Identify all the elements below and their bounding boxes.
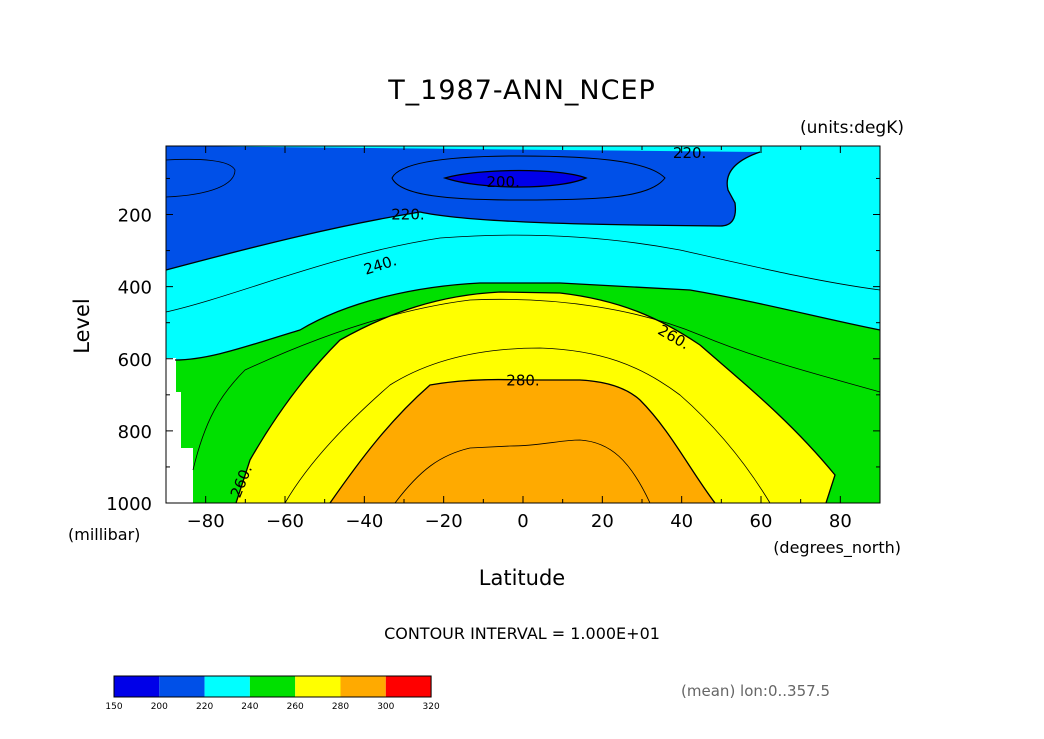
contour-240 <box>174 282 881 361</box>
colorbar-label: 280 <box>332 702 349 712</box>
region-150-200 <box>445 170 586 187</box>
colorbar-label: 200 <box>151 702 168 712</box>
x-tick-label: −40 <box>345 511 383 532</box>
colorbar-label: 220 <box>196 702 213 712</box>
y-axis-title: Level <box>70 298 94 353</box>
contour-260 <box>235 291 836 504</box>
x-tick-label: 20 <box>591 511 614 532</box>
x-tick-label: −60 <box>266 511 304 532</box>
contour-label-text: 280. <box>506 371 539 389</box>
colorbar-frame <box>113 675 432 698</box>
missing-data-1 <box>176 392 181 503</box>
contour-280 <box>329 378 716 504</box>
y-tick-label: 400 <box>118 278 152 299</box>
footnote: (mean) lon:0..357.5 <box>681 682 830 700</box>
chart-title: T_1987-ANN_NCEP <box>387 75 656 106</box>
contour-250 <box>192 298 881 471</box>
contour-label-text: 220. <box>673 144 706 162</box>
contour-label-2: 220. <box>391 206 424 224</box>
colorbar-label: 150 <box>105 702 122 712</box>
contour-200-outer <box>391 155 666 201</box>
contour-label-text: 220. <box>391 206 424 224</box>
missing-data-2 <box>181 448 193 503</box>
region-200-220 <box>166 146 760 270</box>
contour-lines <box>165 151 881 504</box>
colorbar-label: 320 <box>423 702 440 712</box>
colorbar-swatch <box>114 676 160 697</box>
contour-interval: CONTOUR INTERVAL = 1.000E+01 <box>384 624 660 643</box>
contour-200 <box>442 169 588 188</box>
colorbar-label: 300 <box>377 702 394 712</box>
y-tick-label: 800 <box>118 422 152 443</box>
colorbar-swatch <box>385 676 432 697</box>
contour-290 <box>394 439 651 504</box>
y-units-label: (millibar) <box>68 525 140 544</box>
colorbar-label: 240 <box>241 702 258 712</box>
colorbar-label: 260 <box>287 702 304 712</box>
x-tick-label: −80 <box>187 511 225 532</box>
x-axis-title: Latitude <box>479 566 565 590</box>
colorbar: 150 200 220 240 260 280 300 320 <box>105 675 440 712</box>
contour-230 <box>165 234 881 313</box>
colorbar-swatch <box>204 676 250 697</box>
x-tick-label: −20 <box>425 511 463 532</box>
units-label: (units:degK) <box>800 118 904 138</box>
x-tick-label: 0 <box>517 511 528 532</box>
contour-220 <box>165 151 761 271</box>
y-tick-label: 1000 <box>106 494 152 515</box>
contour-270 <box>284 347 771 504</box>
contour-210-left <box>165 158 236 198</box>
x-tick-label: 40 <box>670 511 693 532</box>
y-tick-label: 200 <box>118 206 152 227</box>
colorbar-swatch <box>295 676 341 697</box>
x-units-label: (degrees_north) <box>773 538 901 558</box>
x-tick-label: 80 <box>829 511 852 532</box>
contour-label-6: 280. <box>506 371 539 389</box>
colorbar-swatch <box>340 676 386 697</box>
colorbar-swatch <box>249 676 296 697</box>
contour-label-text: 200. <box>486 173 519 191</box>
contour-label-0: 200. <box>486 173 519 191</box>
y-tick-label: 600 <box>118 350 152 371</box>
region-280-300 <box>330 379 715 503</box>
colorbar-swatch <box>159 676 205 697</box>
axes: −80 −60 −40 −20 0 20 40 60 80 200 400 600 800 1000 <box>106 146 881 532</box>
x-tick-label: 60 <box>750 511 773 532</box>
